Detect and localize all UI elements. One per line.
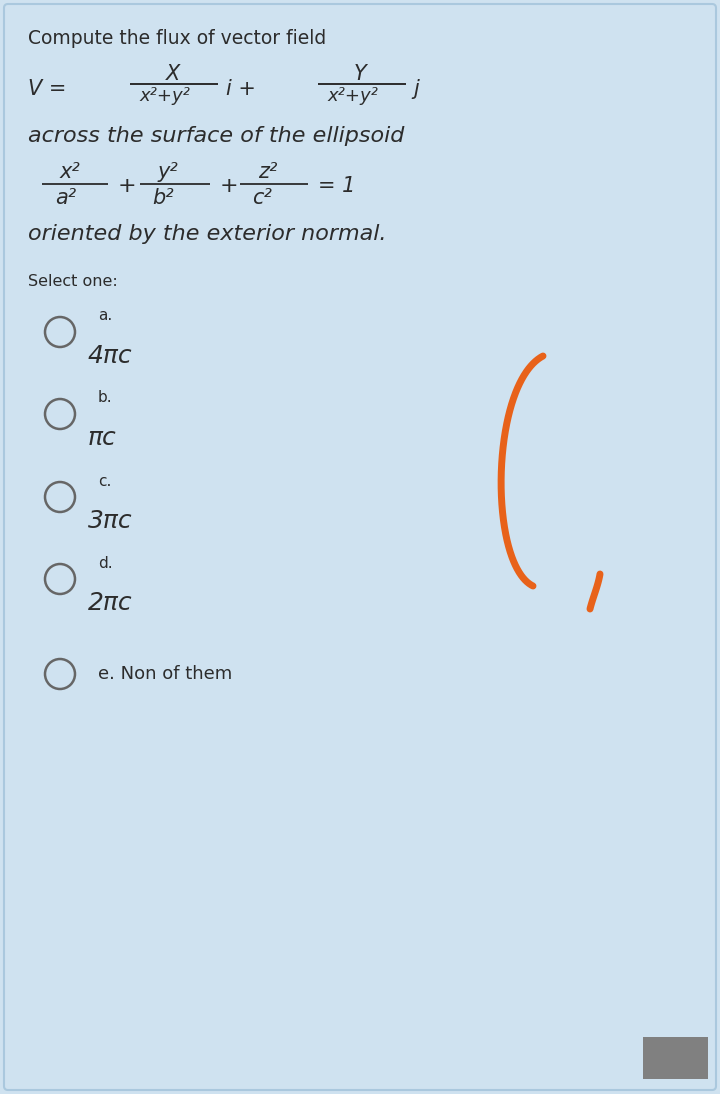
Circle shape (45, 399, 75, 429)
Text: c.: c. (98, 474, 112, 489)
Text: x²+y²: x²+y² (328, 88, 379, 105)
Text: V =: V = (28, 79, 66, 98)
Circle shape (45, 659, 75, 689)
Circle shape (45, 317, 75, 347)
Text: z²: z² (258, 162, 277, 182)
Text: b²: b² (152, 188, 174, 208)
Text: +: + (220, 176, 238, 196)
Text: y²: y² (158, 162, 179, 182)
Circle shape (45, 482, 75, 512)
Text: ^: ^ (670, 1051, 680, 1064)
Text: Y: Y (354, 65, 366, 84)
Text: = 1: = 1 (318, 176, 356, 196)
Text: Compute the flux of vector field: Compute the flux of vector field (28, 30, 326, 48)
Text: i +: i + (226, 79, 256, 98)
Circle shape (45, 565, 75, 594)
Text: 4πc: 4πc (88, 344, 132, 368)
Text: b.: b. (98, 391, 112, 406)
FancyBboxPatch shape (643, 1037, 708, 1079)
Text: X: X (166, 65, 180, 84)
Text: Select one:: Select one: (28, 275, 118, 290)
Text: 3πc: 3πc (88, 509, 132, 533)
Text: across the surface of the ellipsoid: across the surface of the ellipsoid (28, 126, 405, 146)
Text: c²: c² (252, 188, 272, 208)
Text: +: + (118, 176, 137, 196)
Text: e. Non of them: e. Non of them (98, 665, 233, 683)
FancyBboxPatch shape (4, 4, 716, 1090)
Text: d.: d. (98, 556, 112, 570)
Text: a.: a. (98, 309, 112, 324)
Text: oriented by the exterior normal.: oriented by the exterior normal. (28, 224, 387, 244)
Text: πc: πc (88, 426, 117, 450)
Text: x²+y²: x²+y² (140, 88, 190, 105)
Text: 2πc: 2πc (88, 591, 132, 615)
Text: a²: a² (55, 188, 76, 208)
Text: j: j (413, 79, 419, 98)
Text: x²: x² (60, 162, 81, 182)
